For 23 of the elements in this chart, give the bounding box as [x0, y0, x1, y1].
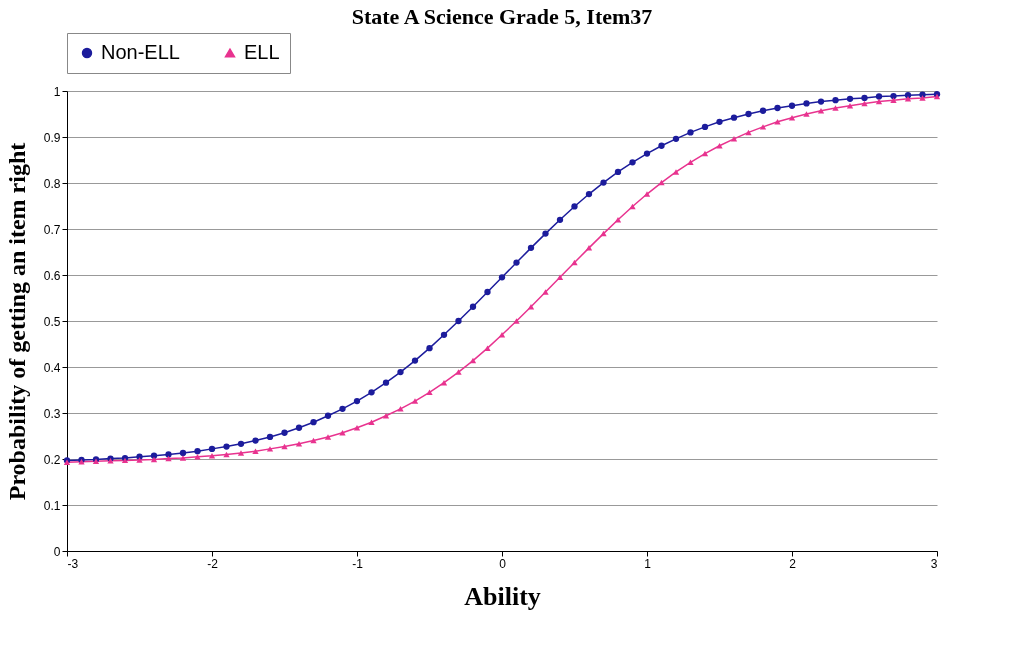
x-tick-label: -3 — [67, 556, 79, 571]
y-axis-title: Probability of getting an item right — [3, 142, 30, 501]
y-tick-label: 0.1 — [43, 498, 61, 513]
y-tick-label: 0.9 — [43, 130, 61, 145]
x-tick-label: 3 — [930, 556, 938, 571]
y-tick-label: 0.2 — [43, 452, 61, 467]
legend-label: Non-ELL — [101, 41, 180, 63]
y-tick-label: 0.6 — [43, 268, 61, 283]
y-tick-label: 1 — [53, 84, 61, 99]
x-tick-label: 1 — [644, 556, 652, 571]
y-tick-label: 0.8 — [43, 176, 61, 191]
chart-title: State A Science Grade 5, Item37 — [351, 3, 653, 29]
x-tick-label: 2 — [789, 556, 797, 571]
x-axis-title: Ability — [464, 581, 541, 611]
x-tick-label: -2 — [207, 556, 219, 571]
y-tick-label: 0.7 — [43, 222, 61, 237]
y-tick-label: 0 — [53, 544, 61, 559]
x-tick-label: 0 — [499, 556, 507, 571]
x-tick-label: -1 — [352, 556, 364, 571]
y-tick-label: 0.4 — [43, 360, 61, 375]
y-tick-label: 0.3 — [43, 406, 61, 421]
legend-label: ELL — [244, 41, 280, 63]
y-tick-label: 0.5 — [43, 314, 61, 329]
